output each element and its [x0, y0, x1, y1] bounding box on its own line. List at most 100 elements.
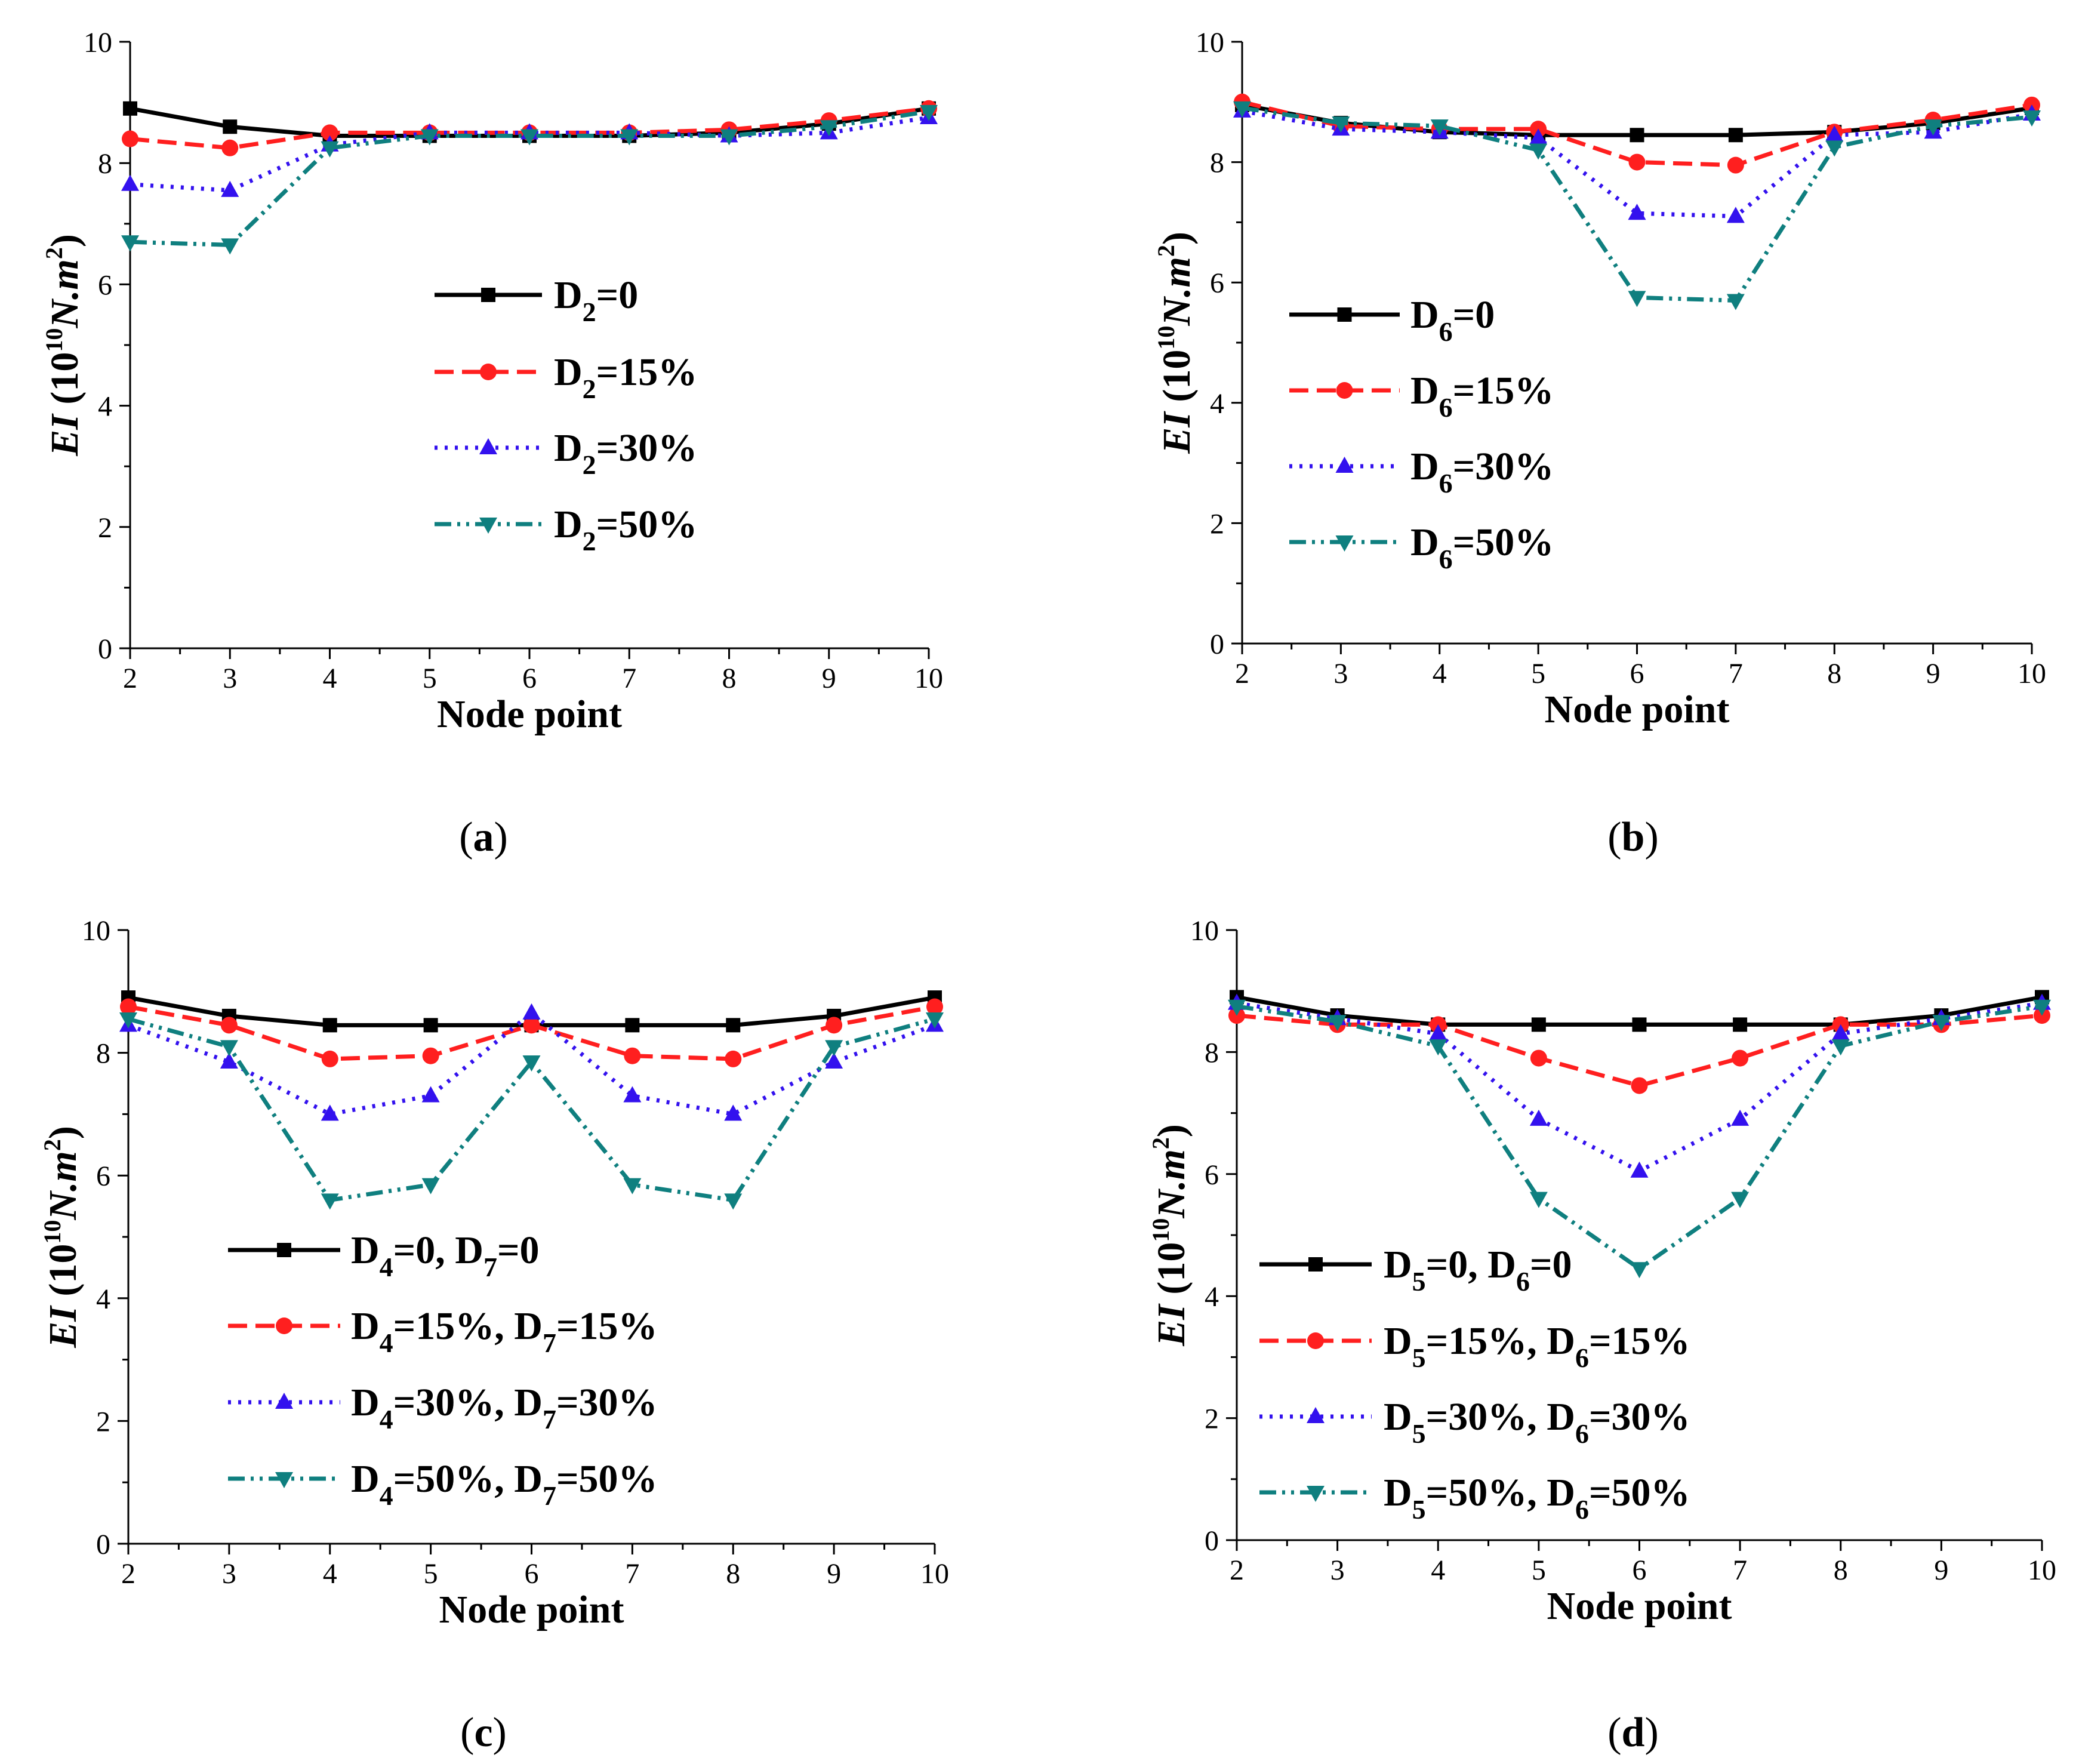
y-tick-label: 2: [1210, 508, 1224, 540]
data-point: [1831, 1024, 1850, 1040]
x-tick-label: 8: [1827, 658, 1841, 689]
series-2: [120, 998, 943, 1067]
data-point: [321, 124, 338, 141]
data-point: [223, 119, 238, 134]
x-tick-label: 4: [323, 1558, 337, 1590]
data-point: [221, 139, 239, 156]
x-tick-label: 7: [1733, 1554, 1747, 1586]
series-line: [1236, 1004, 2043, 1271]
y-tick-label: 0: [96, 1529, 110, 1560]
data-point: [1731, 1192, 1749, 1208]
data-point: [421, 1178, 440, 1195]
data-point: [1831, 1039, 1850, 1056]
y-axis-label: EI (1010N.m2): [1153, 232, 1199, 454]
legend-label: D5=50%, D6=50%: [1384, 1471, 1690, 1525]
y-tick-label: 6: [98, 269, 112, 301]
panel-caption: (b): [1607, 814, 1659, 860]
data-point: [1628, 291, 1646, 307]
data-point: [1630, 128, 1644, 143]
x-tick-label: 4: [1433, 658, 1447, 689]
y-tick-label: 4: [96, 1283, 110, 1315]
data-point: [520, 129, 538, 146]
legend-entry-1: D6=0: [1289, 293, 1495, 347]
y-tick-label: 10: [84, 27, 112, 59]
y-tick-label: 8: [98, 148, 112, 180]
data-point: [1628, 153, 1646, 171]
x-tick-label: 9: [822, 663, 836, 694]
data-point: [122, 130, 138, 147]
legend-label: D5=15%, D6=15%: [1384, 1319, 1690, 1373]
data-point: [920, 104, 938, 121]
y-tick-label: 0: [1210, 629, 1224, 660]
y-tick-label: 2: [98, 512, 112, 544]
legend-marker: [1307, 1407, 1325, 1423]
legend-entry-3: D4=30%, D7=30%: [228, 1381, 658, 1434]
data-point: [220, 1040, 238, 1057]
legend-entry-1: D5=0, D6=0: [1259, 1243, 1572, 1297]
data-point: [1228, 999, 1246, 1016]
data-point: [522, 1055, 541, 1072]
data-point: [1429, 1039, 1447, 1056]
data-point: [625, 1018, 640, 1033]
data-point: [1328, 1015, 1347, 1032]
legend-marker: [1335, 457, 1354, 473]
data-point: [1728, 128, 1743, 143]
legend-label: D4=50%, D7=50%: [351, 1457, 658, 1511]
legend-entry-4: D5=50%, D6=50%: [1259, 1471, 1690, 1525]
y-axis-label: EI (1010N.m2): [39, 1126, 85, 1349]
y-tick-label: 6: [96, 1160, 110, 1192]
series-line: [128, 1017, 935, 1202]
series-line: [1242, 109, 2032, 218]
legend-marker: [275, 1393, 293, 1409]
data-point: [1726, 207, 1745, 223]
data-point: [1733, 1017, 1748, 1032]
x-tick-label: 10: [920, 1558, 949, 1590]
legend-label: D4=15%, D7=15%: [351, 1304, 658, 1358]
y-tick-label: 4: [98, 391, 112, 423]
x-tick-label: 6: [525, 1558, 539, 1590]
data-point: [1529, 1192, 1548, 1208]
data-point: [1530, 1049, 1547, 1067]
data-point: [820, 120, 838, 137]
x-tick-label: 3: [1330, 1554, 1345, 1586]
y-tick-label: 10: [82, 915, 110, 947]
data-point: [826, 1017, 843, 1034]
data-point: [926, 998, 943, 1015]
data-point: [1731, 1109, 1749, 1126]
legend-marker: [275, 1472, 293, 1488]
x-tick-label: 10: [914, 663, 943, 694]
x-axis-label: Node point: [437, 692, 622, 736]
x-tick-label: 5: [424, 1558, 438, 1590]
data-point: [1630, 1262, 1649, 1279]
legend-label: D2=50%: [554, 503, 697, 556]
legend-marker: [277, 1243, 291, 1257]
data-point: [1727, 156, 1744, 174]
legend-marker: [1337, 307, 1352, 322]
data-point: [522, 1003, 541, 1020]
legend-label: D2=0: [554, 273, 638, 327]
data-point: [220, 1017, 238, 1034]
legend-entry-2: D6=15%: [1289, 369, 1554, 423]
data-point: [2033, 999, 2051, 1016]
data-point: [321, 1050, 338, 1067]
series-line: [1242, 106, 2032, 303]
data-point: [121, 174, 139, 191]
data-point: [421, 1086, 440, 1103]
data-point: [620, 129, 639, 146]
y-tick-label: 0: [1205, 1525, 1219, 1557]
data-point: [422, 1047, 439, 1064]
data-point: [221, 180, 239, 197]
legend-entry-4: D6=50%: [1289, 521, 1554, 574]
data-point: [321, 1193, 339, 1210]
x-tick-label: 3: [222, 1558, 236, 1590]
series-4: [119, 1012, 944, 1210]
y-tick-label: 4: [1210, 388, 1224, 420]
x-tick-label: 2: [1235, 658, 1249, 689]
y-tick-label: 10: [1190, 915, 1219, 947]
y-tick-label: 4: [1205, 1281, 1219, 1313]
x-tick-label: 4: [323, 663, 337, 694]
x-tick-label: 7: [622, 663, 636, 694]
data-point: [1529, 1109, 1548, 1126]
x-axis-label: Node point: [1545, 688, 1730, 731]
